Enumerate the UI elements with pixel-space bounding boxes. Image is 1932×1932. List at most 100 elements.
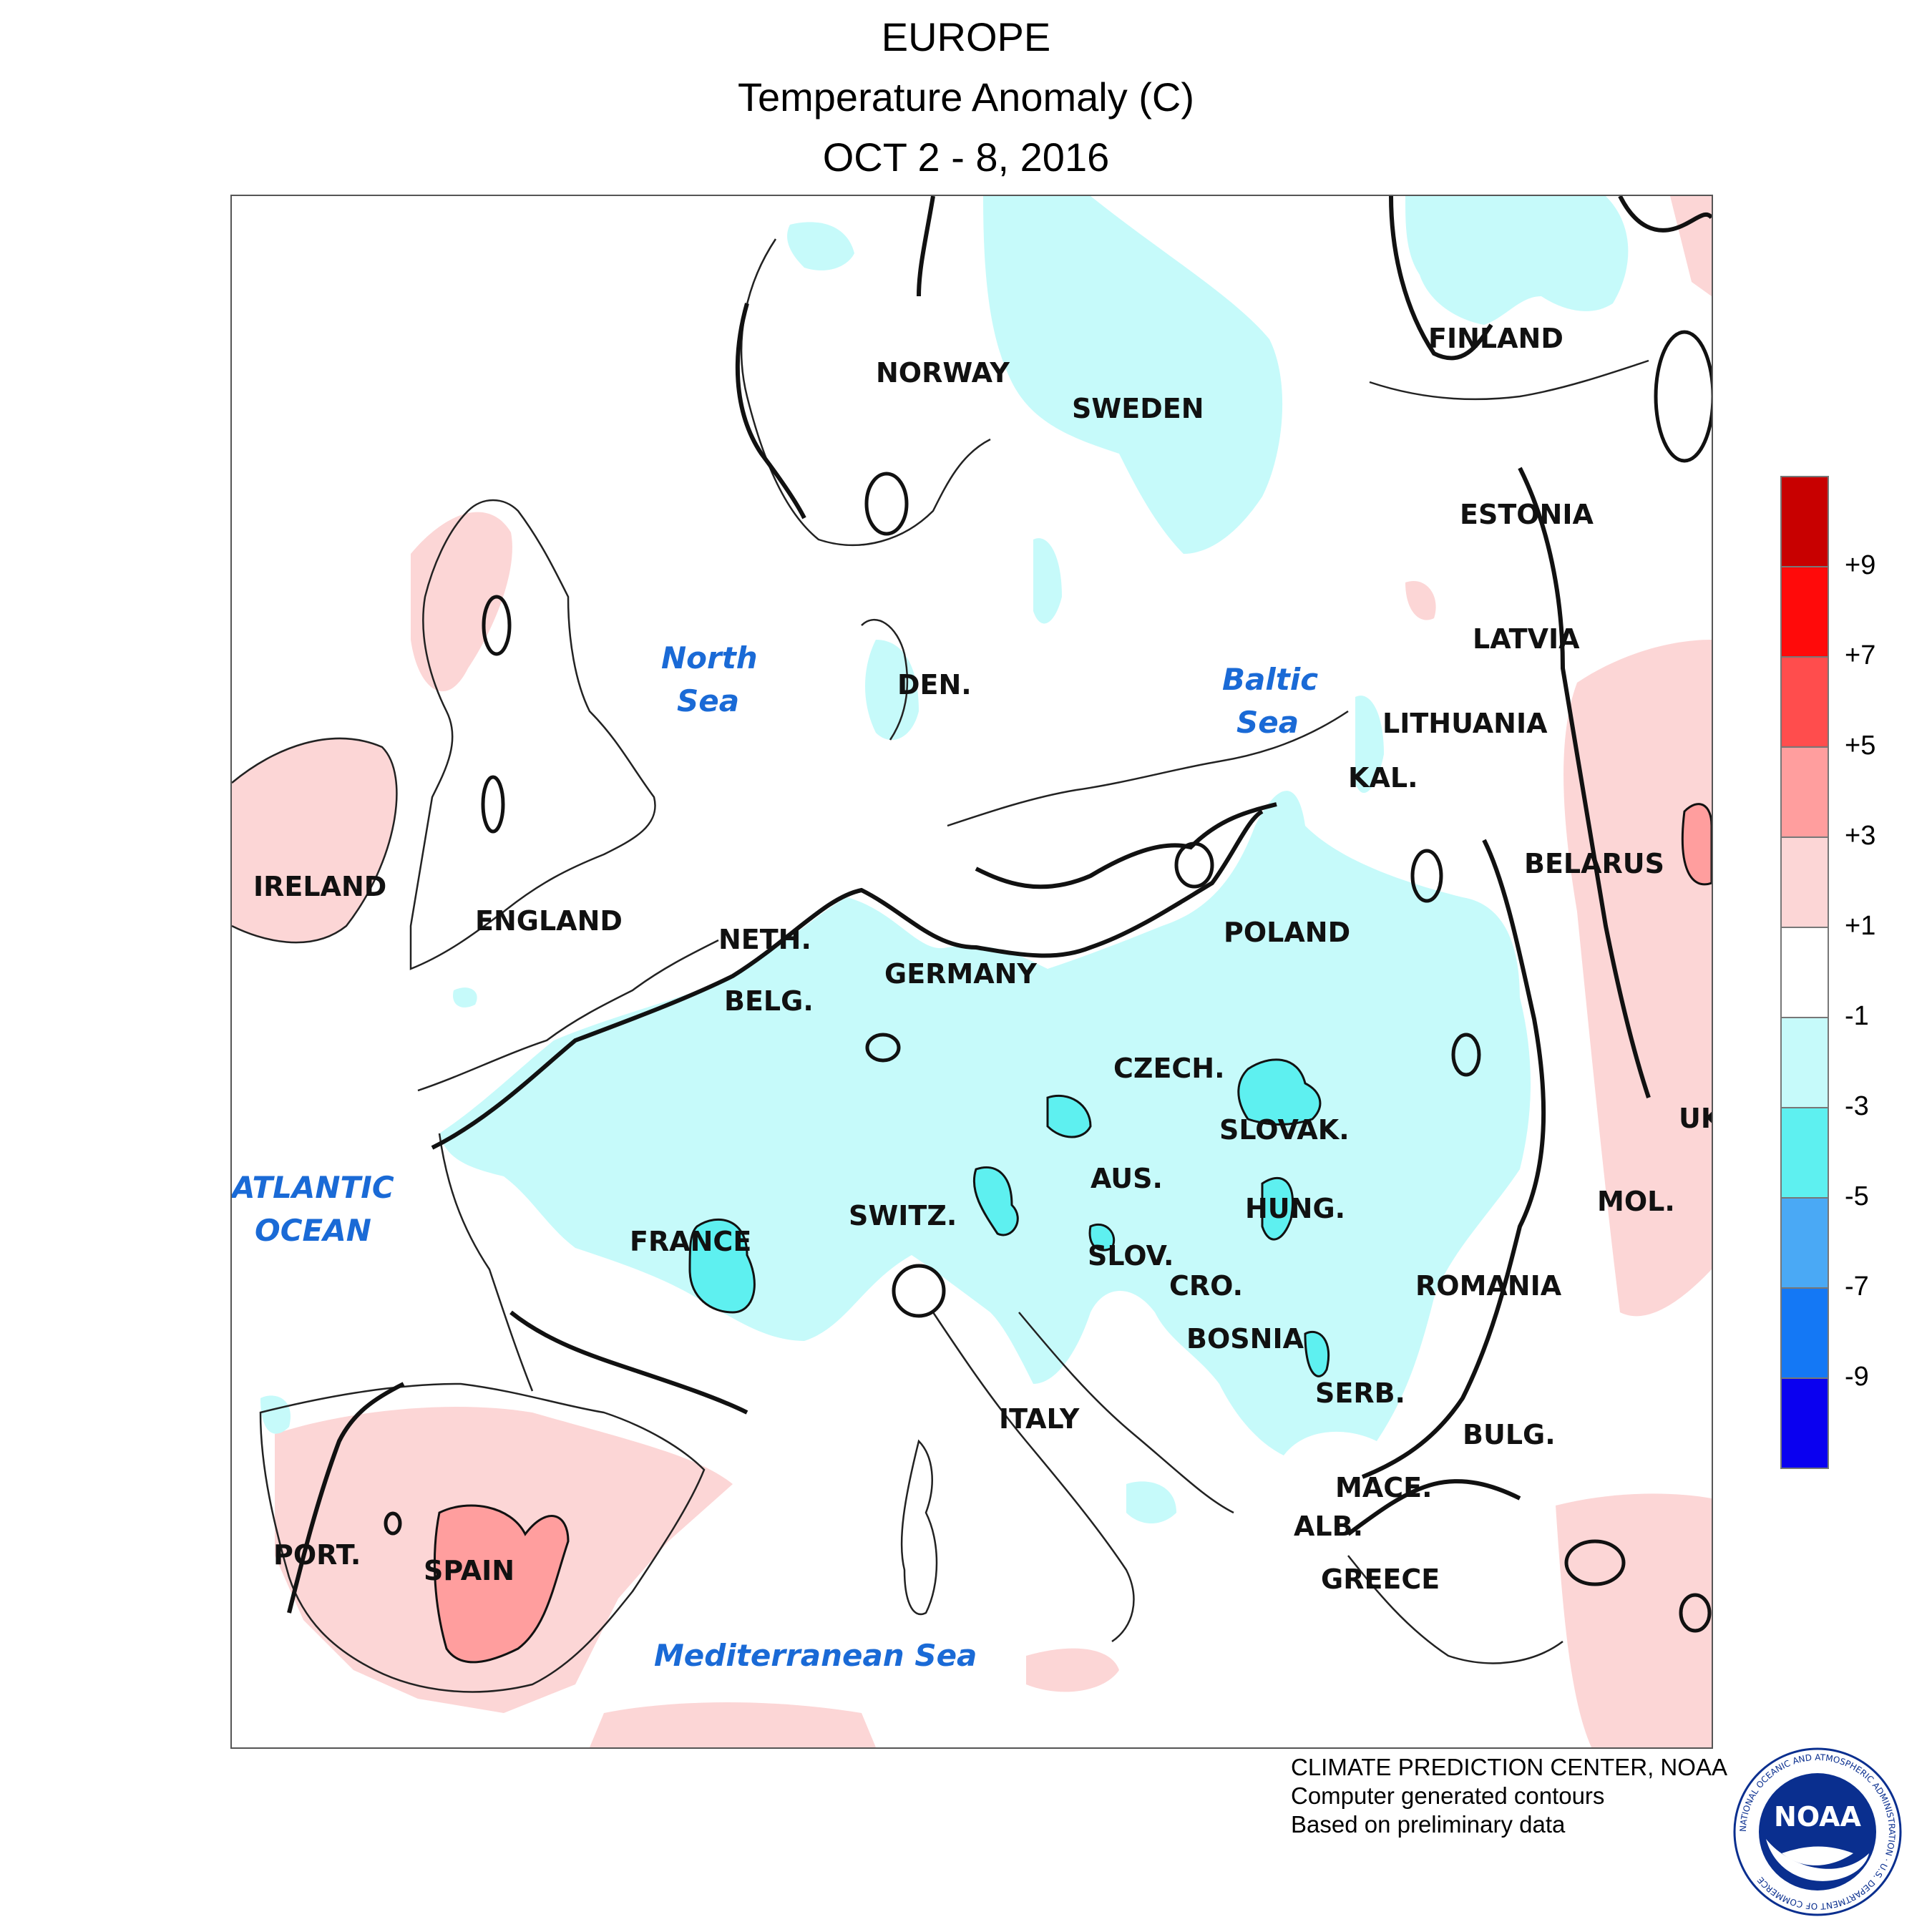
legend-swatch: [1780, 1197, 1829, 1287]
label-czech: CZECH.: [1113, 1053, 1225, 1084]
contour-loop-poland: [1174, 841, 1214, 889]
label-ireland: IRELAND: [253, 871, 386, 902]
legend-swatch: [1780, 1377, 1829, 1469]
colder-area-slovenia: [1088, 1223, 1116, 1252]
warm-area-ireland-uk: [232, 738, 397, 943]
colder-area-france: [688, 1218, 756, 1314]
legend-label: -9: [1845, 1362, 1869, 1392]
contour-loop-turkey: [1564, 1539, 1626, 1586]
label-serbia: SERB.: [1315, 1377, 1405, 1409]
legend-label: -1: [1845, 1001, 1869, 1031]
contour-baltic: [975, 802, 1277, 889]
legend-label: -7: [1845, 1272, 1869, 1302]
label-austria: AUS.: [1091, 1163, 1163, 1194]
warm-area-north-africa: [590, 1702, 876, 1747]
colder-area-alps: [972, 1166, 1019, 1236]
label-estonia: ESTONIA: [1460, 499, 1594, 530]
label-france: FRANCE: [630, 1226, 751, 1257]
title-region: EUROPE: [881, 14, 1051, 59]
legend-swatch: [1780, 1107, 1829, 1197]
warm-area-east: [1563, 640, 1712, 1317]
contour-pyrenees: [509, 1310, 748, 1415]
label-sweden: SWEDEN: [1072, 393, 1204, 424]
label-belarus: BELARUS: [1524, 848, 1664, 879]
warm-area-sicily: [1026, 1648, 1119, 1692]
coast-france-west: [438, 1133, 534, 1392]
warm-area-turkey: [1556, 1493, 1712, 1747]
label-albania: ALB.: [1294, 1511, 1363, 1542]
warm-area-scotland: [411, 512, 512, 692]
label-england: ENGLAND: [475, 905, 623, 937]
contour-greece: [1347, 1479, 1521, 1536]
legend-swatch: [1780, 836, 1829, 927]
title-variable: Temperature Anomaly (C): [737, 74, 1194, 119]
noaa-logo: NOAA NATIONAL OCEANIC AND ATMOSPHERIC AD…: [1733, 1747, 1902, 1916]
anomaly-map: IRELAND ENGLAND NETH. BELG. FRANCE SWITZ…: [230, 195, 1713, 1749]
coast-denmark: [861, 618, 909, 741]
credits: CLIMATE PREDICTION CENTER, NOAA Computer…: [1291, 1753, 1727, 1839]
cool-area-central-europe: [439, 791, 1531, 1455]
label-kaliningrad: KAL.: [1348, 762, 1418, 794]
contour-belarus: [1518, 467, 1651, 1098]
legend-swatch: [1780, 927, 1829, 1017]
contour-loop-norway: [864, 472, 909, 536]
title-date-range: OCT 2 - 8, 2016: [822, 135, 1110, 180]
coast-adriatic: [1018, 1312, 1234, 1514]
colder-anomaly-areas: [688, 1058, 1330, 1377]
label-atlantic-1: ATLANTIC: [232, 1170, 394, 1205]
contour-loop-romania: [1451, 1033, 1481, 1077]
label-moldova: MOL.: [1597, 1186, 1675, 1217]
label-romania: ROMANIA: [1415, 1270, 1562, 1302]
cool-area-gotland-lake: [1033, 538, 1062, 624]
warm-area-latvia: [1405, 581, 1436, 620]
coast-britain: [409, 499, 656, 970]
warmer-area-ukraine: [1681, 803, 1712, 886]
legend-swatch: [1780, 656, 1829, 746]
legend-swatch: [1780, 566, 1829, 656]
label-spain: SPAIN: [424, 1555, 514, 1586]
label-ukraine: UK: [1679, 1103, 1712, 1134]
legend-label: +7: [1845, 640, 1876, 670]
contour-lines: [287, 196, 1712, 1614]
contour-loop-scotland: [482, 595, 512, 656]
label-bosnia: BOSNIA: [1186, 1323, 1304, 1355]
contour-loops: [384, 330, 1712, 1633]
label-macedonia: MACE.: [1335, 1472, 1433, 1503]
warm-anomaly-areas: [232, 196, 1712, 1747]
colder-area-czech: [1046, 1094, 1092, 1138]
contour-finland-east: [1618, 196, 1712, 233]
colder-area-hungary: [1261, 1176, 1294, 1241]
contour-loop-turkey-east: [1679, 1593, 1712, 1633]
coast-greece: [1347, 1555, 1563, 1664]
legend-label: +3: [1845, 821, 1876, 851]
label-slovakia: SLOVAK.: [1219, 1114, 1350, 1146]
label-switzerland: SWITZ.: [849, 1200, 957, 1231]
noaa-logo-text: NOAA: [1774, 1801, 1861, 1833]
map-title: EUROPE Temperature Anomaly (C) OCT 2 - 8…: [0, 7, 1932, 187]
label-italy: ITALY: [999, 1403, 1080, 1435]
legend-label: +1: [1845, 911, 1876, 941]
label-croatia: CRO.: [1169, 1270, 1243, 1302]
label-norway: NORWAY: [876, 357, 1010, 389]
contour-loop-spain: [384, 1511, 402, 1536]
cool-area-kaliningrad: [1355, 696, 1384, 794]
colder-area-bosnia: [1304, 1331, 1330, 1377]
label-baltic-1: Baltic: [1222, 662, 1318, 697]
warmer-anomaly-areas: [433, 803, 1712, 1664]
coastlines: [232, 238, 1649, 1693]
contour-loop-germany: [865, 1033, 901, 1063]
label-slovenia: SLOV.: [1088, 1240, 1174, 1272]
colder-area-slovakia: [1237, 1058, 1322, 1126]
contour-central: [431, 809, 1264, 1150]
credit-method: Computer generated contours: [1291, 1782, 1605, 1809]
coast-italy: [932, 1312, 1135, 1643]
cool-area-sweden: [983, 196, 1283, 554]
label-hungary: HUNG.: [1245, 1193, 1345, 1224]
label-poland: POLAND: [1224, 917, 1350, 948]
label-latvia: LATVIA: [1473, 623, 1580, 655]
warmer-area-spain: [433, 1504, 570, 1664]
label-belgium: BELG.: [724, 985, 814, 1017]
cool-area-portugal: [260, 1395, 291, 1434]
warm-area-finland-east: [1670, 196, 1712, 296]
cool-area-finland: [1405, 196, 1629, 325]
